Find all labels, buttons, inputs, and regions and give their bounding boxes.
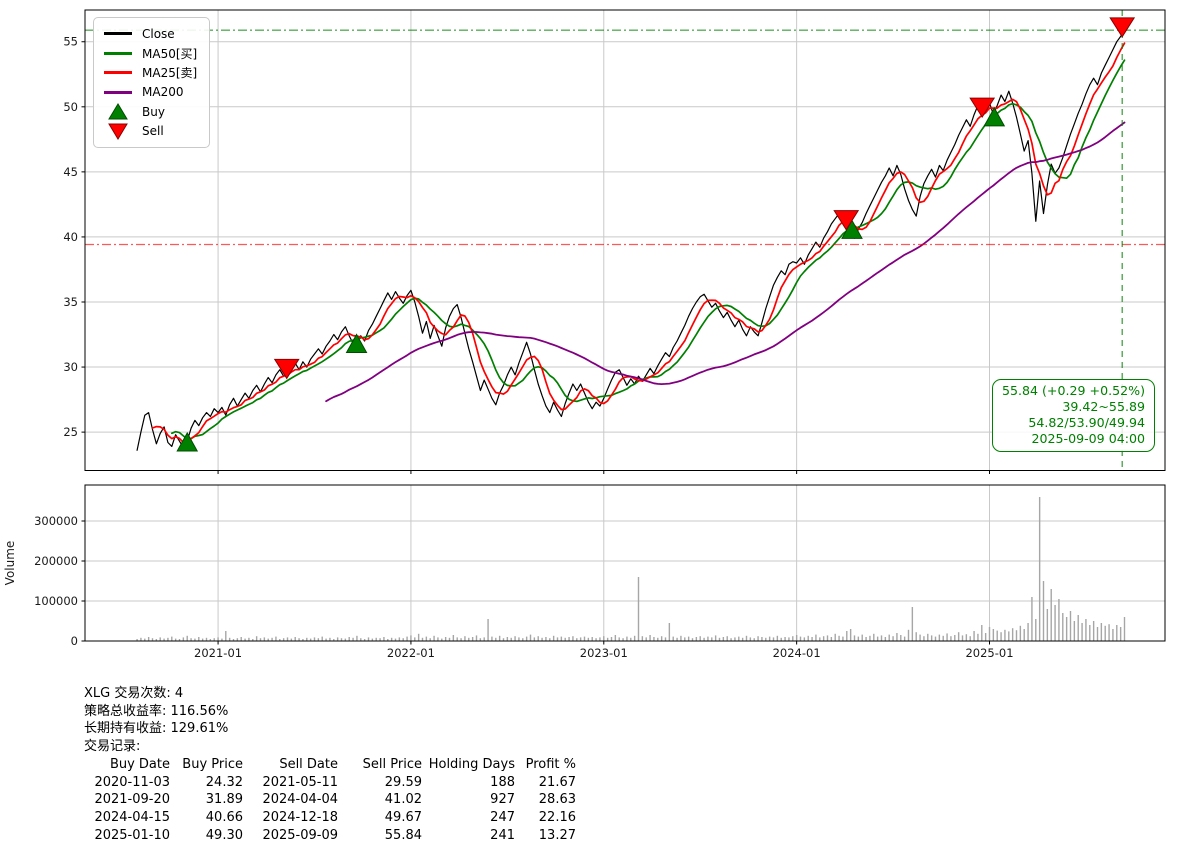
trade-table-row: 2025-01-10 49.30 2025-09-09 55.84 241 13.27: [84, 827, 576, 845]
trade-cell: 188: [490, 774, 515, 790]
trade-cell: 28.63: [538, 792, 576, 808]
trade-col-header: Holding Days: [428, 756, 515, 772]
legend-label: Sell: [142, 124, 164, 139]
trade-cell: 2024-04-04: [262, 792, 338, 808]
trade-cell: 2021-09-20: [94, 792, 170, 808]
trade-cell: 40.66: [205, 809, 243, 825]
svg-text:35: 35: [63, 295, 78, 309]
svg-text:55: 55: [63, 35, 78, 49]
legend: Close MA50[买] MA25[卖] MA200 Buy Sell: [93, 17, 211, 148]
trade-col-header: Sell Price: [362, 756, 422, 772]
trade-cell: 49.30: [205, 827, 243, 843]
svg-text:2022-01: 2022-01: [387, 646, 435, 660]
trade-cell: 29.59: [384, 774, 422, 790]
trade-table-row: 2021-09-20 31.89 2024-04-04 41.02 927 28.63: [84, 791, 576, 809]
trade-col-header: Buy Price: [182, 756, 243, 772]
trade-cell: 24.32: [205, 774, 243, 790]
svg-text:2023-01: 2023-01: [580, 646, 628, 660]
svg-text:30: 30: [63, 360, 78, 374]
trade-cell: 2024-04-15: [94, 809, 170, 825]
trade-cell: 55.84: [384, 827, 422, 843]
trade-table-header: Buy Date Buy Price Sell Date Sell Price Hold…: [84, 756, 576, 774]
strategy-stats: XLG 交易次数: 4 策略总收益率: 116.56% 长期持有收益: 129.…: [84, 685, 576, 844]
quote-info-box: 55.84 (+0.29 +0.52%) 39.42~55.89 54.82/5…: [991, 379, 1155, 453]
volume-axis-label: Volume: [3, 541, 17, 586]
quote-range: 39.42~55.89: [1062, 399, 1145, 415]
svg-text:25: 25: [63, 425, 78, 439]
trade-col-header: Profit %: [525, 756, 576, 772]
buy-marker: [345, 333, 368, 353]
legend-line-swatch: [103, 90, 133, 94]
trade-cell: 2024-12-18: [262, 809, 338, 825]
buy-marker: [983, 106, 1006, 127]
legend-line-swatch: [103, 32, 133, 36]
trade-cell: 13.27: [538, 827, 576, 843]
buy-marker: [176, 431, 199, 452]
svg-text:0: 0: [71, 634, 78, 648]
sell-marker: [969, 97, 996, 119]
legend-line-swatch: [103, 51, 133, 55]
svg-text:2024-01: 2024-01: [773, 646, 821, 660]
buy-triangle-icon: [103, 103, 133, 120]
sell-marker: [1109, 17, 1136, 38]
trade-table: Buy Date Buy Price Sell Date Sell Price Hold…: [84, 756, 576, 845]
legend-label: MA200: [142, 85, 184, 100]
svg-text:200000: 200000: [34, 554, 78, 568]
trade-col-header: Buy Date: [109, 756, 170, 772]
svg-text:300000: 300000: [34, 514, 78, 528]
trade-cell: 2020-11-03: [94, 774, 170, 790]
svg-text:40: 40: [63, 230, 78, 244]
trade-cell: 2025-09-09: [262, 827, 338, 843]
legend-item: MA50[买]: [103, 44, 197, 64]
quote-last-price: 55.84 (+0.29 +0.52%): [1001, 383, 1145, 398]
trade-cell: 241: [490, 827, 515, 843]
legend-line-swatch: [103, 71, 133, 75]
sell-marker: [833, 210, 860, 231]
trade-cell: 247: [490, 809, 515, 825]
stat-trade-count: XLG 交易次数: 4: [84, 686, 184, 701]
sell-triangle-icon: [103, 123, 133, 140]
legend-label: MA50[买]: [142, 46, 198, 61]
trade-cell: 21.67: [538, 774, 576, 790]
legend-item: Close: [103, 24, 197, 44]
legend-label: Buy: [142, 104, 165, 119]
legend-item: Sell: [103, 122, 197, 142]
trade-cell: 927: [490, 792, 515, 808]
trade-cell: 41.02: [384, 792, 422, 808]
stat-buyhold-return: 长期持有收益: 129.61%: [84, 721, 229, 737]
svg-text:100000: 100000: [34, 594, 78, 608]
legend-item: MA25[卖]: [103, 63, 197, 83]
trade-cell: 31.89: [205, 792, 243, 808]
stat-strategy-return: 策略总收益率: 116.56%: [84, 703, 229, 719]
trade-cell: 2025-01-10: [94, 827, 170, 843]
sell-marker: [273, 358, 300, 380]
trade-col-header: Sell Date: [279, 756, 338, 772]
legend-item: MA200: [103, 83, 197, 103]
trade-cell: 22.16: [538, 809, 576, 825]
trade-cell: 2021-05-11: [262, 774, 338, 790]
svg-text:2025-01: 2025-01: [965, 646, 1013, 660]
svg-text:50: 50: [63, 100, 78, 114]
quote-timestamp: 2025-09-09 04:00: [1031, 431, 1146, 447]
svg-text:2021-01: 2021-01: [194, 646, 242, 660]
quote-ma-values: 54.82/53.90/49.94: [1028, 415, 1145, 431]
svg-text:45: 45: [63, 165, 78, 179]
legend-label: MA25[卖]: [142, 66, 198, 81]
legend-item: Buy: [103, 102, 197, 122]
trade-table-row: 2024-04-15 40.66 2024-12-18 49.67 247 22.16: [84, 809, 576, 827]
legend-label: Close: [142, 26, 175, 41]
trade-cell: 49.67: [384, 809, 422, 825]
price-volume-chart: 25 30 35 40 45 50 55 0 100000 200000 300000 2021-01…: [3, 9, 1166, 660]
trade-table-row: 2020-11-03 24.32 2021-05-11 29.59 188 21.67: [84, 774, 576, 792]
stat-trades-title: 交易记录:: [84, 739, 141, 755]
